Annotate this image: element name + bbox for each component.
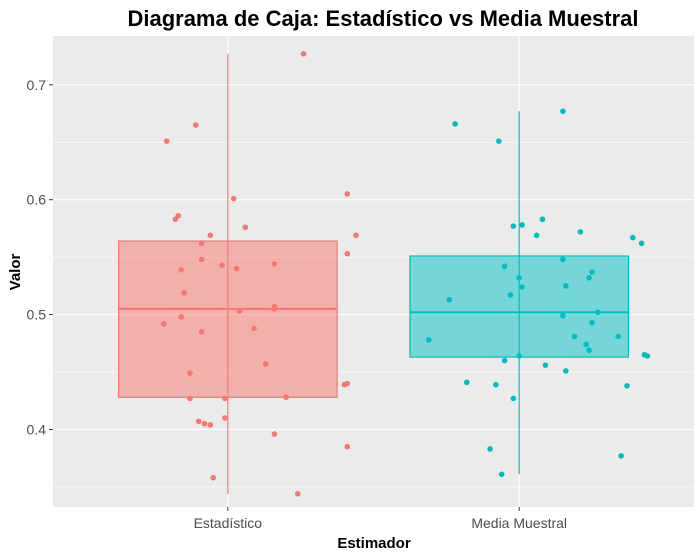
data-point-media-muestral [624,383,630,389]
data-point-media-muestral [542,362,549,368]
data-point-media-muestral [644,353,651,359]
y-axis-title: Valor [7,253,24,290]
data-point-estad-stico [207,232,214,239]
data-point-estad-stico [178,266,184,273]
data-point-estad-stico [198,240,205,247]
data-point-estad-stico [344,443,351,450]
y-axis: 0.4 0.5 0.6 0.7 [27,77,53,437]
data-point-estad-stico [207,422,214,428]
data-point-estad-stico [175,212,182,219]
data-point-media-muestral [501,357,508,364]
data-point-estad-stico [353,232,359,239]
x-axis: Estadístico Media Muestral [194,507,567,531]
data-point-media-muestral [510,395,517,402]
chart-marks [117,51,651,497]
data-point-media-muestral [630,234,636,241]
data-point-estad-stico [271,431,278,437]
data-point-media-muestral [487,446,493,452]
data-point-media-muestral [446,296,453,303]
data-point-estad-stico [192,122,199,128]
data-point-media-muestral [560,256,566,263]
data-point-media-muestral [618,453,624,459]
y-tick-label: 0.7 [27,77,47,93]
data-point-media-muestral [501,263,508,270]
data-point-estad-stico [300,51,307,57]
data-point-estad-stico [198,256,205,263]
data-point-estad-stico [262,361,269,367]
data-point-media-muestral [452,121,458,127]
x-tick-label: Estadístico [194,515,263,531]
data-point-estad-stico [187,370,193,376]
data-point-media-muestral [516,275,522,281]
data-point-media-muestral [498,471,505,478]
data-point-media-muestral [493,381,499,388]
data-point-media-muestral [563,283,569,289]
data-point-media-muestral [589,319,595,326]
x-tick-label: Media Muestral [471,515,567,531]
data-point-media-muestral [571,333,578,340]
data-point-estad-stico [201,420,208,427]
data-point-estad-stico [283,394,289,401]
data-point-media-muestral [519,222,525,228]
data-point-estad-stico [271,261,278,267]
data-point-media-muestral [539,216,546,223]
data-point-media-muestral [507,292,514,298]
data-point-media-muestral [495,138,502,144]
data-point-media-muestral [586,275,592,281]
data-point-estad-stico [242,224,249,231]
data-point-estad-stico [160,320,167,327]
data-point-media-muestral [533,232,540,239]
data-point-estad-stico [294,490,301,497]
data-point-media-muestral [560,108,566,115]
data-point-media-muestral [586,347,592,353]
x-axis-title: Estimador [337,535,411,552]
data-point-estad-stico [219,262,225,268]
data-point-estad-stico [178,314,184,320]
data-point-estad-stico [187,395,193,402]
y-tick-label: 0.5 [27,307,47,323]
data-point-media-muestral [583,341,589,348]
data-point-estad-stico [236,308,243,314]
data-point-media-muestral [638,240,645,247]
data-point-media-muestral [577,229,584,235]
data-point-media-muestral [463,379,470,386]
data-point-media-muestral [563,368,569,374]
data-point-estad-stico [163,138,170,144]
data-point-estad-stico [181,289,187,296]
data-point-media-muestral [510,223,517,229]
data-point-media-muestral [516,353,522,359]
data-point-estad-stico [230,195,237,202]
data-point-estad-stico [222,395,228,402]
data-point-estad-stico [344,250,351,257]
data-point-media-muestral [426,337,432,343]
data-point-estad-stico [195,418,202,425]
chart-title: Diagrama de Caja: Estadístico vs Media M… [127,6,638,31]
data-point-estad-stico [344,380,351,387]
data-point-media-muestral [519,284,525,290]
data-point-estad-stico [210,474,217,481]
y-tick-label: 0.6 [27,192,47,208]
data-point-media-muestral [560,312,566,319]
data-point-estad-stico [344,191,351,197]
y-tick-label: 0.4 [27,421,47,437]
box-estad-stico [117,240,338,398]
data-point-estad-stico [251,325,257,332]
data-point-estad-stico [233,265,240,272]
box-media-muestral [409,255,630,358]
data-point-estad-stico [198,329,205,335]
data-point-media-muestral [589,269,595,275]
data-point-media-muestral [615,333,622,340]
data-point-estad-stico [271,303,278,310]
data-point-media-muestral [595,309,601,316]
data-point-estad-stico [222,415,228,421]
